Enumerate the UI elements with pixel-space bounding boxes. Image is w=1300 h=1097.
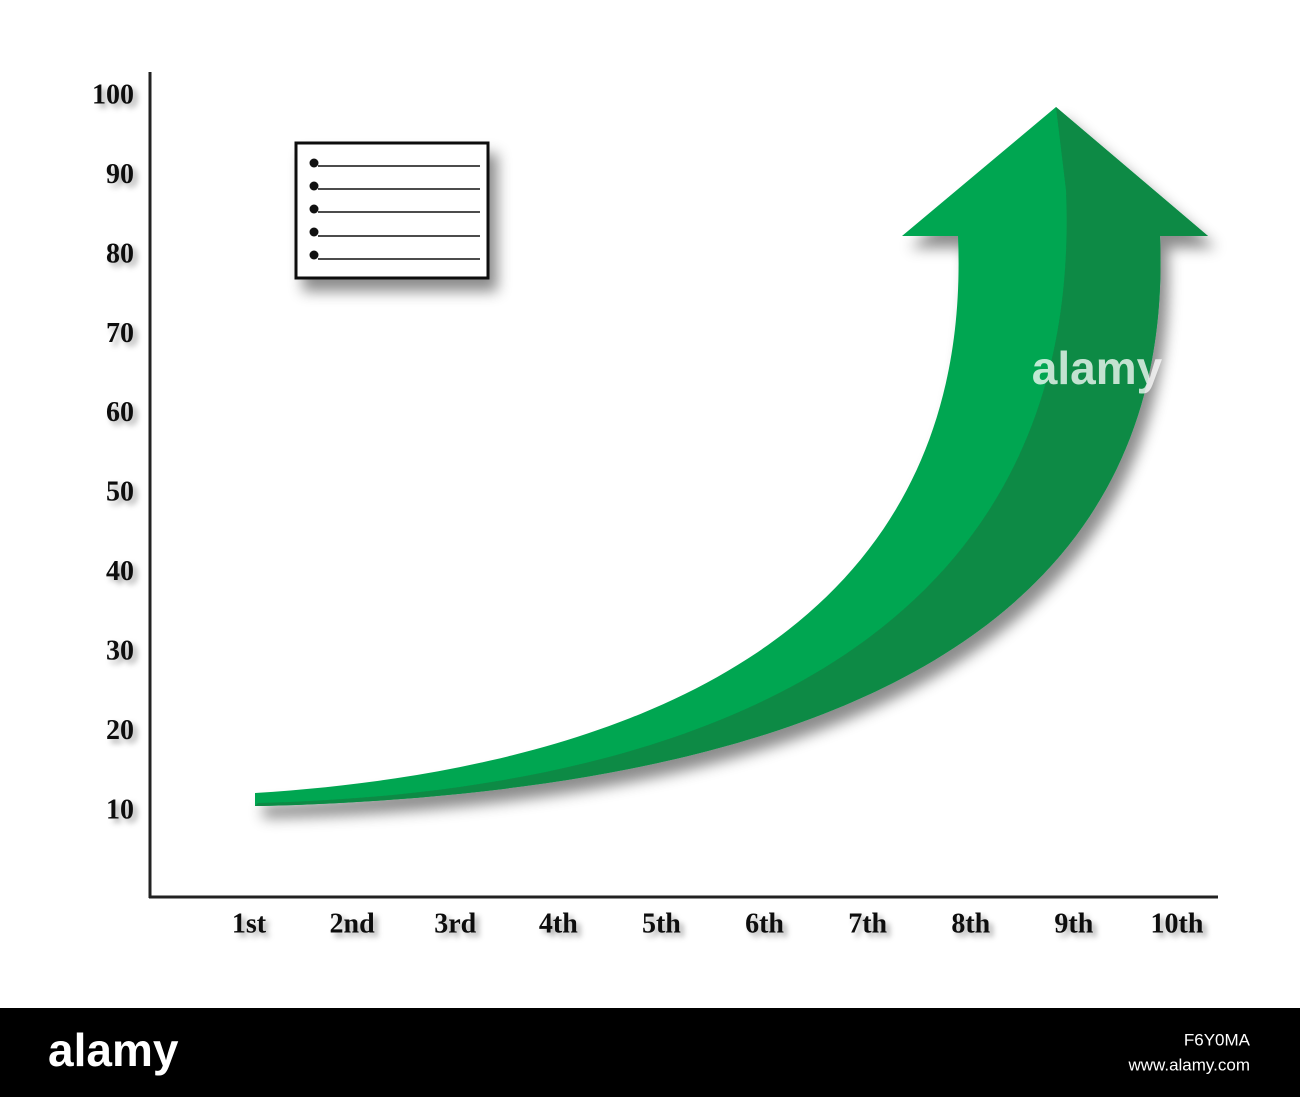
y-tick-label: 10 [106, 794, 134, 825]
x-tick-label: 10th [1151, 908, 1204, 939]
note-lines [309, 158, 480, 260]
x-tick-label: 8th [951, 908, 990, 939]
y-tick-label: 90 [106, 159, 134, 190]
x-tick-label: 5th [642, 908, 681, 939]
x-tick-label: 7th [848, 908, 887, 939]
y-tick-label: 40 [106, 556, 134, 587]
x-tick-label: 4th [539, 908, 578, 939]
note-box [294, 141, 490, 280]
watermark: alamy [1032, 342, 1163, 394]
x-tick-label: 1st [232, 908, 267, 939]
y-tick-label: 50 [106, 477, 134, 508]
image-id: F6Y0MA [1184, 1030, 1251, 1049]
y-tick-label: 20 [106, 715, 134, 746]
footer-url: www.alamy.com [1127, 1055, 1250, 1074]
x-tick-label: 9th [1054, 908, 1093, 939]
y-tick-label: 30 [106, 636, 134, 667]
tick-labels: 10 20 30 40 50 60 70 80 90 100 1st 2nd 3rd 4th 5th 6th 7… [92, 79, 1204, 939]
y-tick-label: 60 [106, 397, 134, 428]
footer-brand: alamy [48, 1024, 179, 1076]
x-tick-label: 3rd [434, 908, 476, 939]
y-tick-label: 100 [92, 79, 134, 110]
x-tick-label: 2nd [330, 908, 376, 939]
y-tick-label: 80 [106, 238, 134, 269]
x-tick-label: 6th [745, 908, 784, 939]
y-tick-label: 70 [106, 318, 134, 349]
footer [0, 1008, 1300, 1097]
growth-arrow [255, 107, 1208, 806]
